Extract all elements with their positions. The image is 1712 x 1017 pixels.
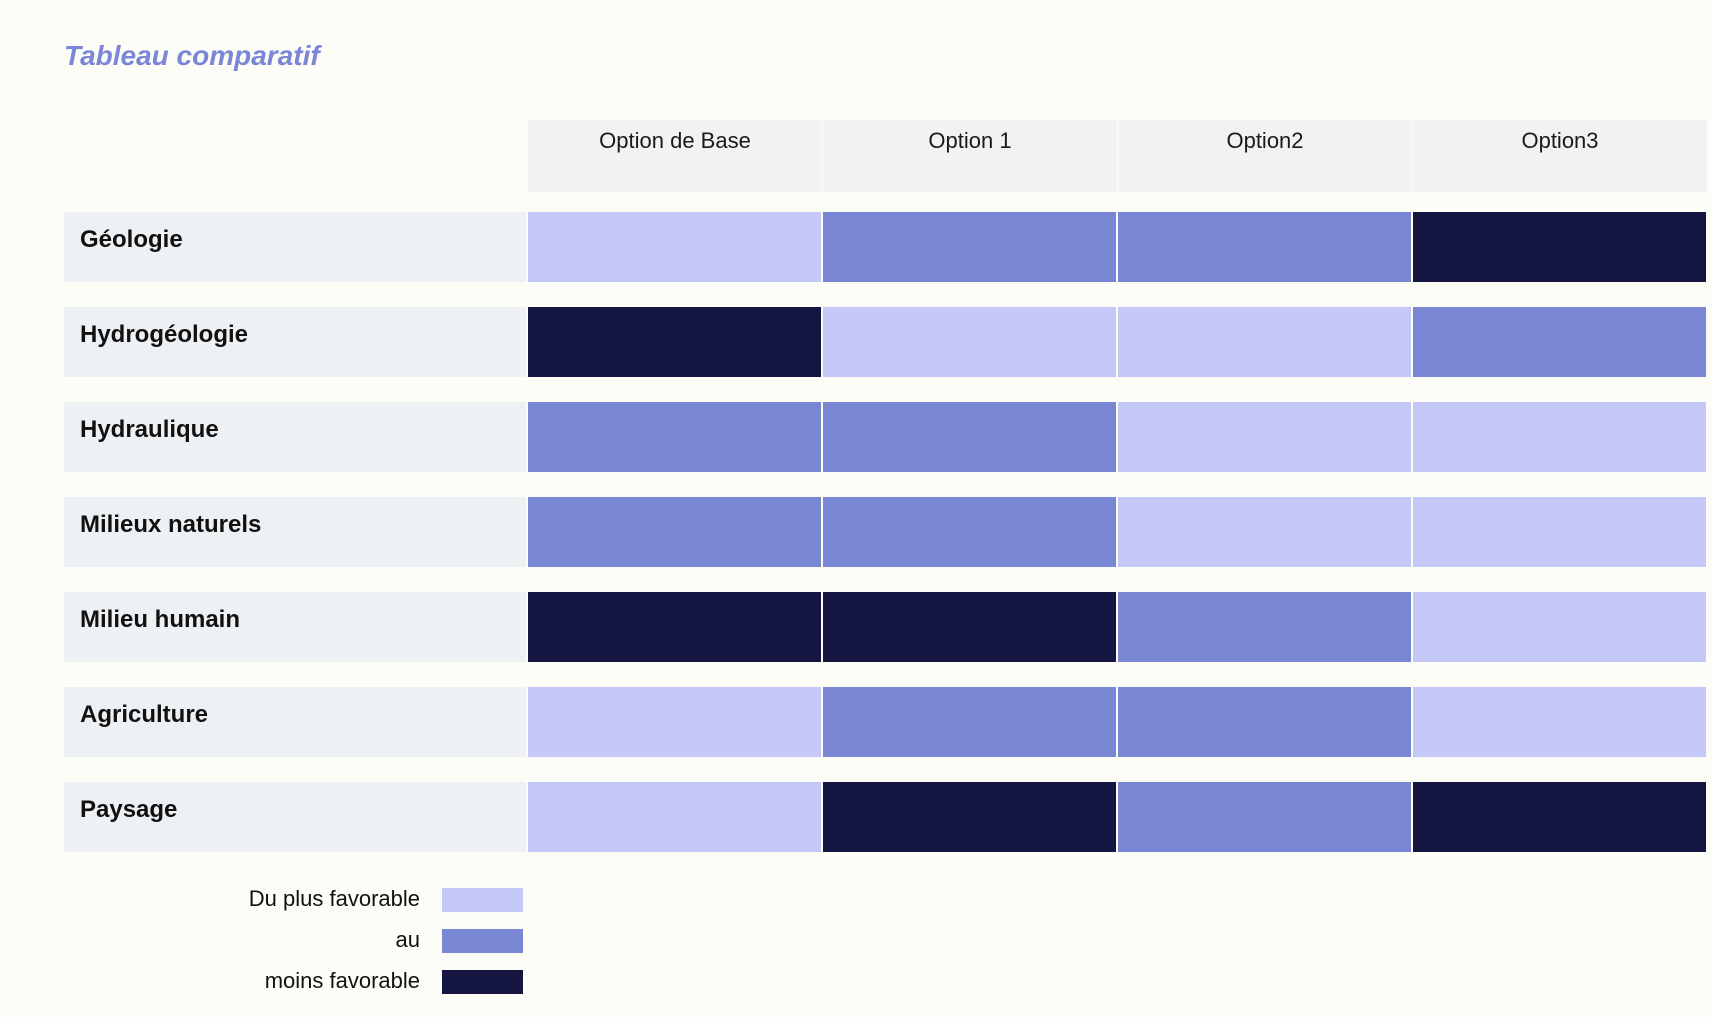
chart-title: Tableau comparatif [64, 40, 320, 71]
row-label: Hydrogéologie [80, 321, 249, 348]
row-label-band: Paysage [64, 782, 526, 852]
legend-label: Du plus favorable [248, 886, 420, 911]
heatmap-cell [1413, 782, 1706, 852]
legend-label: moins favorable [264, 968, 420, 993]
heatmap-cell [528, 212, 821, 282]
legend-label: au [395, 927, 420, 952]
row-label-band: Agriculture [64, 687, 526, 757]
heatmap-cell [1413, 402, 1706, 472]
heatmap-cell [1413, 307, 1706, 377]
row-label-band: Milieu humain [64, 592, 526, 662]
heatmap-cell [528, 687, 821, 757]
column-header: Option 1 [823, 120, 1117, 192]
heatmap-cell [823, 592, 1116, 662]
heatmap-cell [1118, 212, 1411, 282]
heatmap-cell [528, 307, 821, 377]
row-label-band: Hydraulique [64, 402, 526, 472]
legend-swatch [442, 888, 523, 912]
heatmap-cell [823, 687, 1116, 757]
column-header: Option2 [1118, 120, 1412, 192]
row-label-band: Milieux naturels [64, 497, 526, 567]
row-label: Géologie [80, 226, 183, 253]
heatmap-cell [1118, 402, 1411, 472]
row-label-band: Hydrogéologie [64, 307, 526, 377]
heatmap-cell [1118, 687, 1411, 757]
heatmap-cell [528, 592, 821, 662]
heatmap-cell [528, 497, 821, 567]
heatmap-cell [823, 402, 1116, 472]
heatmap-cell [1413, 687, 1706, 757]
heatmap-cell [1118, 307, 1411, 377]
row-label-band: Géologie [64, 212, 526, 282]
row-label: Milieu humain [80, 606, 241, 633]
legend-swatch [442, 970, 523, 994]
heatmap-cell [528, 782, 821, 852]
heatmap-cell [1413, 592, 1706, 662]
heatmap-cell [823, 782, 1116, 852]
heatmap-cell [823, 212, 1116, 282]
row-label: Milieux naturels [80, 511, 262, 538]
heatmap-cell [823, 497, 1116, 567]
heatmap-cell [528, 402, 821, 472]
row-label: Agriculture [80, 701, 209, 728]
heatmap-cell [1118, 782, 1411, 852]
column-header: Option de Base [528, 120, 822, 192]
row-label: Paysage [80, 796, 178, 823]
heatmap-cell [1413, 212, 1706, 282]
row-label: Hydraulique [80, 416, 219, 443]
heatmap-cell [1118, 497, 1411, 567]
column-header: Option3 [1413, 120, 1707, 192]
legend-swatch [442, 929, 523, 953]
heatmap-cell [823, 307, 1116, 377]
heatmap-cell [1118, 592, 1411, 662]
heatmap-cell [1413, 497, 1706, 567]
